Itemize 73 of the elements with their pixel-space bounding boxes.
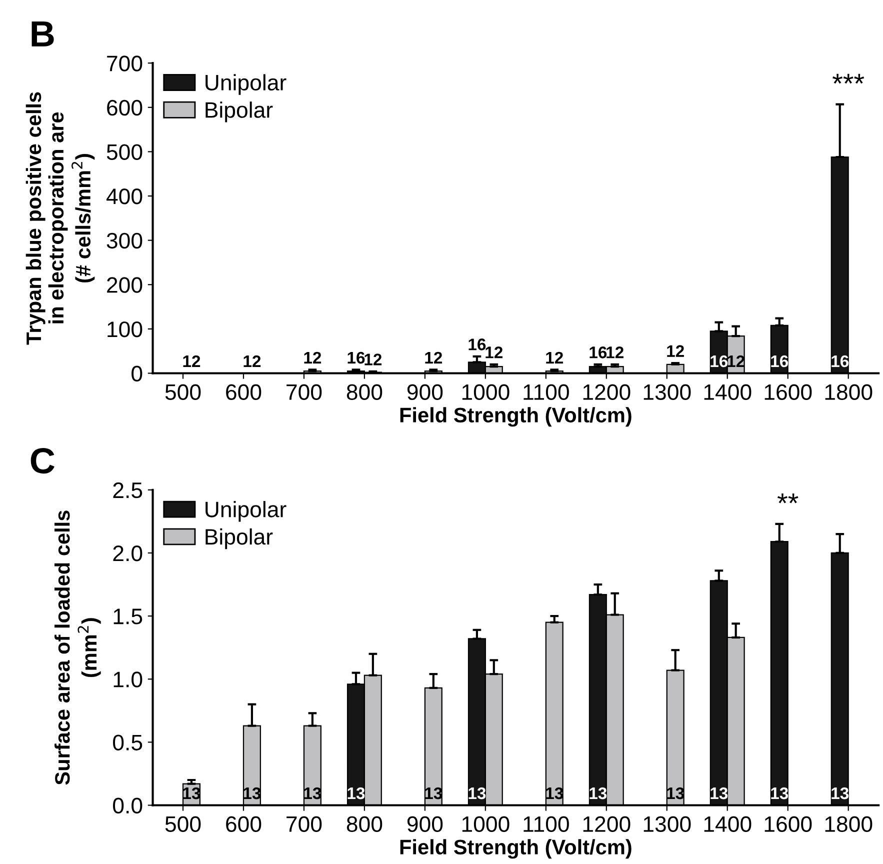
y-tick-label: 2.0 [113,545,142,562]
annotation: 13 [468,787,486,800]
x-tick-label: 1600 [764,384,812,400]
y-tick-label: 0.5 [113,734,142,750]
y-tick-label: 500 [106,144,142,160]
y-tick-label: 600 [107,100,142,116]
x-tick-label: 1000 [462,816,510,832]
x-tick-label: 1000 [462,384,510,400]
x-tick-label: 1100 [524,384,569,400]
x-tick-label: 1800 [825,816,872,832]
annotation: 13 [425,787,442,800]
y-tick-label: 0.0 [113,798,142,814]
annotation: 16 [590,346,607,358]
x-tick-label: 1100 [524,816,569,832]
x-axis-title: Field Strength (Volt/cm) [400,407,632,427]
x-tick-label: 700 [286,816,322,832]
y-tick-label: 1.0 [114,672,142,688]
x-tick-label: 800 [346,816,382,832]
legend-label: Unipolar [206,501,286,522]
x-tick-label: 1800 [825,384,872,400]
y-tick-label: 400 [106,188,142,204]
x-tick-label: 500 [165,816,201,832]
y-axis-title: Surface area of loaded cells (mm$^{2}$) [54,510,101,785]
y-tick-label: 1.5 [114,608,142,624]
y-tick-label: 200 [107,277,142,293]
x-tick-label: 1400 [704,816,752,832]
x-tick-label: 1200 [583,816,630,832]
x-tick-label: 600 [226,384,262,400]
annotation: 16 [771,355,788,368]
legend-label: Bipolar [206,102,273,122]
x-tick-label: 500 [165,384,201,400]
annotation: 16 [348,352,365,364]
annotation: 13 [590,787,607,800]
x-tick-label: 600 [226,816,262,832]
x-tick-label: 800 [346,384,382,400]
annotation: 16 [468,338,486,350]
legend-label: Unipolar [206,74,286,95]
annotation: 12 [425,352,442,364]
y-axis-title: Trypan blue positive cells in electroporation are (# cells/mm$^{2}$) [26,92,95,345]
chart-title: B [32,22,54,46]
x-tick-label: 1600 [764,816,812,832]
annotation: 13 [348,787,365,800]
annotation: 13 [771,787,788,800]
annotation: 12 [183,355,200,368]
annotation: 12 [486,346,502,358]
y-tick-label: 100 [108,321,142,338]
x-axis-title: Field Strength (Volt/cm) [400,839,632,859]
y-tick-label: 700 [107,56,142,72]
annotation: 16 [710,355,728,368]
x-tick-label: 900 [407,384,443,400]
legend-label: Bipolar [206,528,273,550]
annotation: 16 [832,355,849,368]
annotation: 12 [364,354,382,366]
annotation: *** [832,74,864,84]
x-tick-label: 1400 [704,384,752,400]
y-tick-label: 2.5 [113,482,142,498]
x-tick-label: 1200 [583,384,630,400]
y-tick-label: 0 [132,366,142,382]
annotation: 12 [546,352,563,364]
x-tick-label: 900 [407,816,443,832]
x-tick-label: 1300 [644,384,691,400]
x-tick-label: 1300 [644,816,691,832]
annotation: 13 [183,787,200,800]
chart-title: C [30,448,54,474]
annotation: 12 [244,355,261,368]
annotation: 12 [667,345,684,357]
annotation: 13 [710,787,728,800]
annotation: 13 [832,787,849,800]
annotation: 12 [606,346,624,358]
annotation: ** [777,494,798,504]
y-tick-label: 300 [106,232,142,249]
annotation: 12 [304,352,322,364]
x-tick-label: 700 [286,384,322,400]
